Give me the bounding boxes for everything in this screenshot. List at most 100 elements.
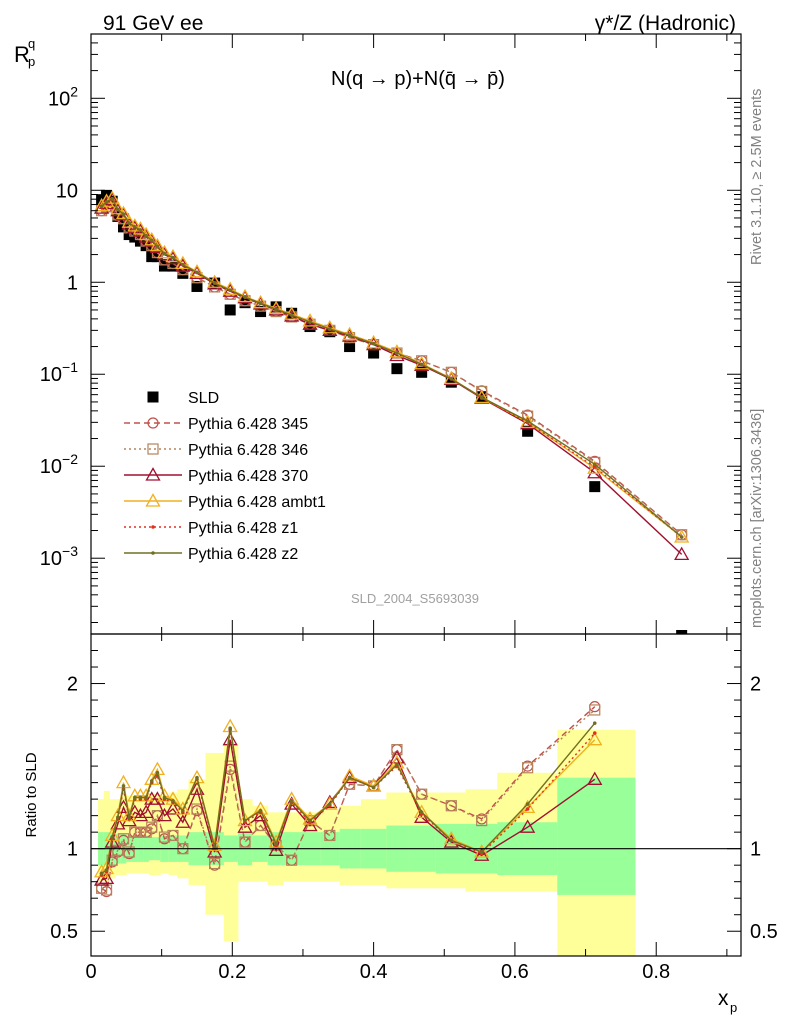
data-point — [587, 464, 603, 479]
y-tick-label: 10−3 — [40, 543, 78, 570]
data-point — [123, 229, 135, 241]
ratio-point — [98, 870, 115, 885]
ratio-y-axis-label: Ratio to SLD — [23, 752, 40, 837]
data-point — [449, 377, 454, 381]
legend-label: Pythia 6.428 ambt1 — [188, 494, 326, 511]
plot-title: N(q → p)+N(q̄ → p̄) — [331, 68, 505, 90]
data-point — [189, 265, 205, 279]
ratio-point — [243, 818, 247, 823]
ratio-point — [117, 833, 130, 845]
ratio-point — [189, 769, 205, 784]
legend-label: Pythia 6.428 z1 — [188, 520, 298, 537]
legend-item: SLD — [147, 390, 219, 407]
series-sld — [96, 189, 688, 634]
legend-item: Pythia 6.428 370 — [124, 467, 308, 485]
data-point — [592, 462, 597, 467]
stat-uncertainty-band — [557, 777, 636, 895]
ratio-y-tick-label: 1 — [67, 839, 78, 861]
data-point — [138, 228, 143, 232]
ratio-point — [520, 819, 536, 833]
legend-marker — [147, 417, 159, 429]
y-tick-label: 10 — [56, 180, 78, 202]
ratio-point — [110, 835, 114, 839]
legend-label: SLD — [188, 390, 219, 407]
y-tick-exponent: −3 — [62, 543, 78, 559]
ratio-point — [144, 795, 148, 800]
legend-label: Pythia 6.428 370 — [188, 468, 308, 485]
y-tick-label: 102 — [48, 83, 78, 110]
legend-label: Pythia 6.428 z2 — [188, 546, 298, 563]
ratio-point — [175, 814, 191, 828]
ratio-point — [123, 846, 135, 858]
ratio-point — [416, 788, 428, 800]
main-plot-frame — [90, 33, 742, 635]
total-uncertainty-band — [160, 795, 170, 874]
legend-marker — [151, 551, 155, 555]
ratio-plot-panel: 0.5 0.5 1 1 2 2 0 0.2 0.4 0.6 0.8 Ratio to SLD — [23, 633, 778, 983]
legend-marker — [145, 493, 161, 507]
ratio-point — [395, 762, 399, 767]
ratio-point — [302, 817, 318, 832]
data-point — [149, 239, 166, 253]
ratio-point — [476, 814, 488, 827]
x-axis-label-main: x — [718, 987, 729, 1010]
data-point — [243, 295, 247, 299]
mcplots-label: mcplots.cern.ch [arXiv:1306.3436] — [749, 409, 765, 628]
y-tick-exponent: −2 — [62, 451, 78, 467]
ratio-y-tick-label: 0.5 — [50, 921, 78, 943]
data-point — [116, 207, 120, 212]
legend: SLD Pythia 6.428 345 Pythia 6.428 346 Pythi… — [124, 390, 326, 563]
ratio-point — [237, 819, 253, 833]
ratio-point — [133, 795, 137, 800]
legend-item: Pythia 6.428 346 — [124, 442, 308, 459]
ratio-point — [134, 826, 147, 838]
data-point — [177, 267, 189, 279]
data-point — [146, 251, 158, 263]
data-point — [110, 196, 114, 201]
ratio-point — [195, 775, 199, 780]
data-point — [520, 414, 536, 428]
ratio-point — [167, 829, 179, 842]
y-tick-exponent: −1 — [62, 359, 78, 375]
ratio-point — [212, 845, 217, 849]
ratio-point — [371, 785, 376, 790]
ratio-series-pythia-6-428-z2 — [99, 721, 597, 876]
ratio-series-line — [101, 706, 596, 893]
ratio-point — [121, 812, 137, 827]
ratio-point — [289, 798, 294, 803]
legend-item: Pythia 6.428 z1 — [124, 520, 298, 537]
ratio-point — [445, 800, 457, 812]
legend-item: Pythia 6.428 z2 — [124, 546, 298, 563]
data-point — [181, 262, 185, 267]
ratio-point — [341, 768, 358, 782]
data-point — [104, 199, 109, 204]
y-tick-label: 1 — [67, 272, 78, 294]
data-point — [322, 319, 338, 334]
ratio-point — [592, 731, 597, 735]
data-point — [674, 529, 690, 543]
ratio-point — [104, 868, 109, 872]
data-point — [129, 231, 141, 243]
ratio-point — [116, 815, 120, 820]
data-point — [110, 200, 126, 215]
ratio-point — [146, 821, 158, 833]
rivet-label: Rivet 3.1.10, ≥ 2.5M events — [749, 89, 765, 265]
ratio-point — [156, 807, 173, 822]
ratio-point — [138, 804, 154, 818]
main-plot-panel: 10−3 10−2 10−1 1 10 102 N(q → p)+N(q̄ → p̄) S… — [14, 33, 742, 635]
data-point — [258, 301, 263, 306]
data-point — [589, 481, 601, 493]
data-point — [368, 347, 380, 359]
data-point — [308, 320, 312, 324]
ratio-point — [587, 731, 603, 746]
ratio-point — [449, 838, 454, 843]
data-point — [144, 233, 148, 238]
total-uncertainty-band — [154, 794, 161, 876]
ratio-point — [132, 807, 149, 822]
data-point — [347, 333, 352, 338]
data-point — [144, 231, 160, 246]
series-pythia-6-428-z2 — [99, 196, 684, 539]
data-point — [191, 280, 203, 292]
ratio-point — [239, 836, 251, 848]
